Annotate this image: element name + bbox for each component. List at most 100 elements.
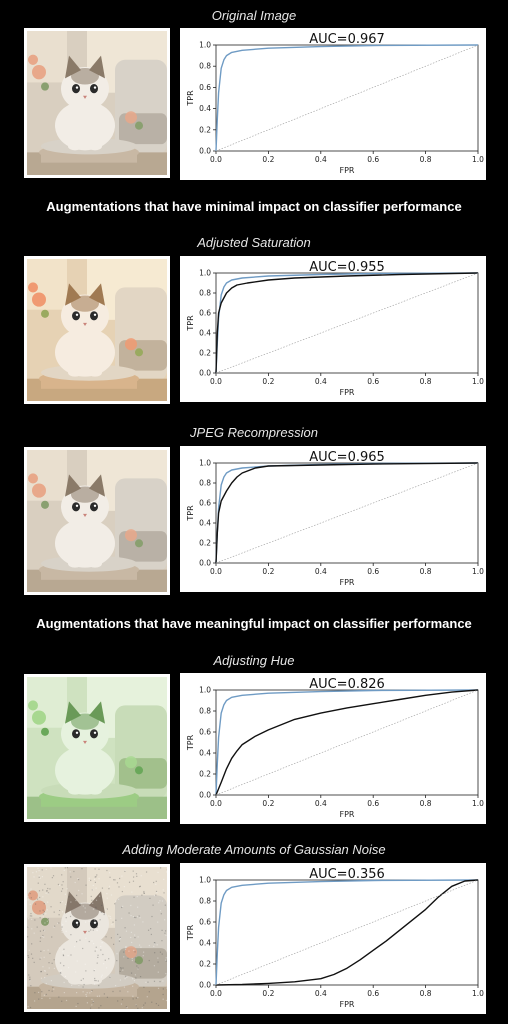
plot-frame <box>215 879 479 986</box>
x-axis-label: FPR <box>340 388 355 397</box>
x-tick-label: 0.4 <box>315 799 327 808</box>
section-heading-meaningful: Augmentations that have meaningful impac… <box>36 616 472 631</box>
roc-curve <box>215 44 479 152</box>
y-tick-label: 0.4 <box>199 519 211 528</box>
auc-label: AUC=0.967 <box>309 32 385 47</box>
y-axis-label: TPR <box>186 734 195 751</box>
x-tick-label: 1.0 <box>472 377 484 386</box>
y-axis-label: TPR <box>186 315 195 332</box>
y-axis-label: TPR <box>186 90 195 107</box>
x-tick-label: 0.4 <box>315 989 327 998</box>
y-tick-label: 1.0 <box>199 459 211 468</box>
x-tick-label: 0.0 <box>210 155 222 164</box>
auc-label: AUC=0.955 <box>309 260 385 275</box>
cat-image <box>24 447 170 595</box>
roc-chart: AUC=0.965 0.0 0.2 0.4 0.6 0.8 1.0 0.0 0.2 0.4 0.6 0… <box>180 446 486 592</box>
auc-label: AUC=0.356 <box>309 867 385 882</box>
cat-image <box>24 256 170 404</box>
y-tick-label: 0.2 <box>199 960 211 969</box>
plot-frame <box>215 272 479 374</box>
x-axis-label: FPR <box>340 810 355 819</box>
y-tick-label: 0.6 <box>199 728 211 737</box>
x-tick-label: 0.2 <box>262 989 274 998</box>
roc-chart: AUC=0.356 0.0 0.2 0.4 0.6 0.8 1.0 0.0 0.2 0.4 0.6 0… <box>180 863 486 1014</box>
roc-curve <box>215 879 479 986</box>
x-tick-label: 0.0 <box>210 377 222 386</box>
roc-curve <box>215 879 479 986</box>
roc-curve <box>215 689 479 796</box>
y-tick-label: 0.0 <box>199 369 211 378</box>
y-tick-label: 0.8 <box>199 897 211 906</box>
roc-chart: AUC=0.967 0.0 0.2 0.4 0.6 0.8 1.0 0.0 0.2 0.4 0.6 0… <box>180 28 486 180</box>
x-tick-label: 0.8 <box>420 799 432 808</box>
plot-frame <box>215 462 479 564</box>
x-tick-label: 0.6 <box>367 377 379 386</box>
plot-frame <box>215 689 479 796</box>
y-tick-label: 0.4 <box>199 749 211 758</box>
plot-frame <box>215 44 479 152</box>
y-tick-label: 0.2 <box>199 125 211 134</box>
chance-line <box>215 44 479 152</box>
x-tick-label: 0.8 <box>420 155 432 164</box>
y-tick-label: 0.6 <box>199 309 211 318</box>
cat-image <box>24 674 170 822</box>
cat-image <box>24 28 170 178</box>
x-tick-label: 0.4 <box>315 377 327 386</box>
x-tick-label: 1.0 <box>472 799 484 808</box>
y-tick-label: 0.8 <box>199 289 211 298</box>
y-tick-label: 1.0 <box>199 269 211 278</box>
x-tick-label: 0.6 <box>367 567 379 576</box>
x-tick-label: 0.0 <box>210 989 222 998</box>
x-tick-label: 0.2 <box>262 155 274 164</box>
roc-curve <box>215 462 479 564</box>
y-tick-label: 0.0 <box>199 147 211 156</box>
chance-line <box>215 462 479 564</box>
y-tick-label: 1.0 <box>199 686 211 695</box>
section-heading-minimal: Augmentations that have minimal impact o… <box>46 199 462 214</box>
x-tick-label: 0.6 <box>367 799 379 808</box>
x-tick-label: 0.0 <box>210 567 222 576</box>
chance-line <box>215 879 479 986</box>
roc-chart: AUC=0.826 0.0 0.2 0.4 0.6 0.8 1.0 0.0 0.2 0.4 0.6 0… <box>180 673 486 824</box>
cat-image <box>24 864 170 1012</box>
roc-curve <box>215 272 479 374</box>
y-tick-label: 0.6 <box>199 499 211 508</box>
y-tick-label: 0.8 <box>199 62 211 71</box>
x-axis-label: FPR <box>340 578 355 587</box>
x-tick-label: 0.8 <box>420 567 432 576</box>
y-tick-label: 0.6 <box>199 83 211 92</box>
x-tick-label: 0.0 <box>210 799 222 808</box>
x-tick-label: 1.0 <box>472 989 484 998</box>
x-tick-label: 0.4 <box>315 567 327 576</box>
chance-line <box>215 689 479 796</box>
x-tick-label: 0.2 <box>262 799 274 808</box>
x-tick-label: 0.8 <box>420 989 432 998</box>
y-tick-label: 0.4 <box>199 329 211 338</box>
y-axis-label: TPR <box>186 505 195 522</box>
roc-chart: AUC=0.955 0.0 0.2 0.4 0.6 0.8 1.0 0.0 0.2 0.4 0.6 0… <box>180 256 486 402</box>
auc-label: AUC=0.826 <box>309 677 385 692</box>
y-tick-label: 0.4 <box>199 104 211 113</box>
roc-curve <box>215 689 479 796</box>
x-tick-label: 0.2 <box>262 377 274 386</box>
y-tick-label: 1.0 <box>199 876 211 885</box>
y-tick-label: 0.8 <box>199 479 211 488</box>
y-tick-label: 0.2 <box>199 539 211 548</box>
x-tick-label: 1.0 <box>472 567 484 576</box>
x-axis-label: FPR <box>340 166 355 175</box>
y-tick-label: 0.0 <box>199 791 211 800</box>
panel-title: JPEG Recompression <box>190 425 318 440</box>
x-tick-label: 0.4 <box>315 155 327 164</box>
y-tick-label: 1.0 <box>199 41 211 50</box>
panel-title: Adjusting Hue <box>213 653 295 668</box>
x-tick-label: 0.6 <box>367 989 379 998</box>
y-tick-label: 0.0 <box>199 981 211 990</box>
y-tick-label: 0.6 <box>199 918 211 927</box>
panel-title: Adding Moderate Amounts of Gaussian Nois… <box>122 842 386 857</box>
x-tick-label: 0.8 <box>420 377 432 386</box>
x-tick-label: 0.6 <box>367 155 379 164</box>
panel-title: Adjusted Saturation <box>197 235 311 250</box>
x-tick-label: 1.0 <box>472 155 484 164</box>
y-tick-label: 0.2 <box>199 770 211 779</box>
y-axis-label: TPR <box>186 924 195 941</box>
